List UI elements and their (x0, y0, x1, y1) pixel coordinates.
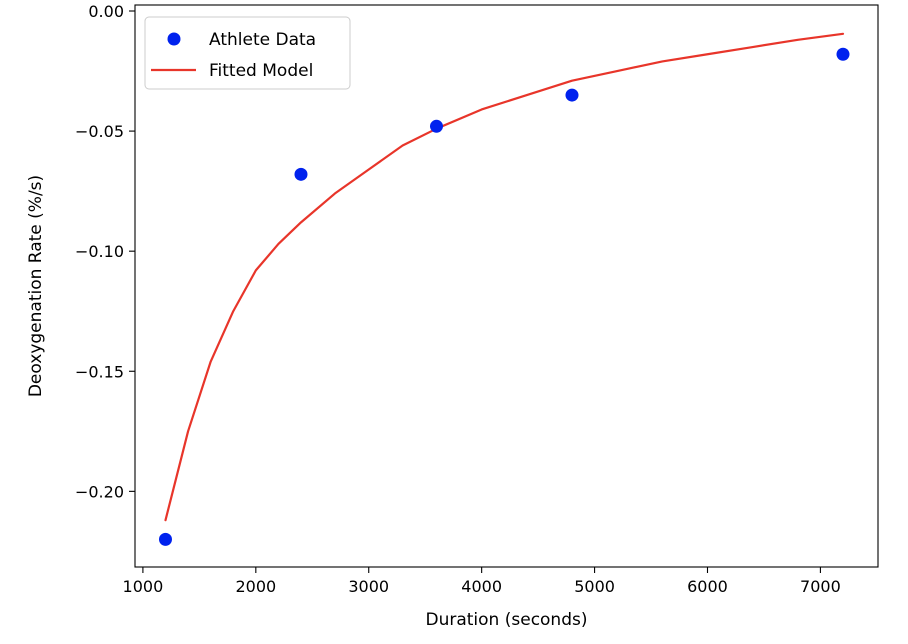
y-tick-label: 0.00 (88, 2, 124, 21)
x-tick-label: 7000 (800, 577, 841, 596)
axes-layer: 1000 2000 3000 4000 5000 6000 7000 0.00 −0.05 −0.… (75, 2, 879, 596)
legend-label: Athlete Data (209, 30, 316, 50)
y-tick-label: −0.10 (75, 242, 124, 261)
legend-marker-dot (167, 32, 181, 46)
plot-layer (158, 32, 850, 546)
x-tick-label: 3000 (348, 577, 389, 596)
x-tick-label: 4000 (461, 577, 502, 596)
x-tick-label: 6000 (687, 577, 728, 596)
athlete-data-point (429, 119, 443, 133)
x-axis-label: Duration (seconds) (426, 610, 588, 630)
y-tick-label: −0.15 (75, 362, 124, 381)
athlete-data-point (158, 532, 172, 546)
legend-label: Fitted Model (209, 61, 313, 81)
athlete-data-point (294, 167, 308, 181)
x-tick-label: 2000 (235, 577, 276, 596)
x-tick-label: 1000 (123, 577, 164, 596)
athlete-data-point (565, 88, 579, 102)
plot-frame (134, 4, 879, 568)
legend-box (144, 16, 351, 90)
fitted-model-line (164, 32, 845, 522)
athlete-data-point (836, 47, 850, 61)
y-axis-label: Deoxygenation Rate (%/s) (26, 175, 46, 397)
y-tick-label: −0.20 (75, 482, 124, 501)
legend: Athlete Data Fitted Model (144, 16, 351, 90)
y-tick-label: −0.05 (75, 122, 124, 141)
x-tick-label: 5000 (574, 577, 615, 596)
